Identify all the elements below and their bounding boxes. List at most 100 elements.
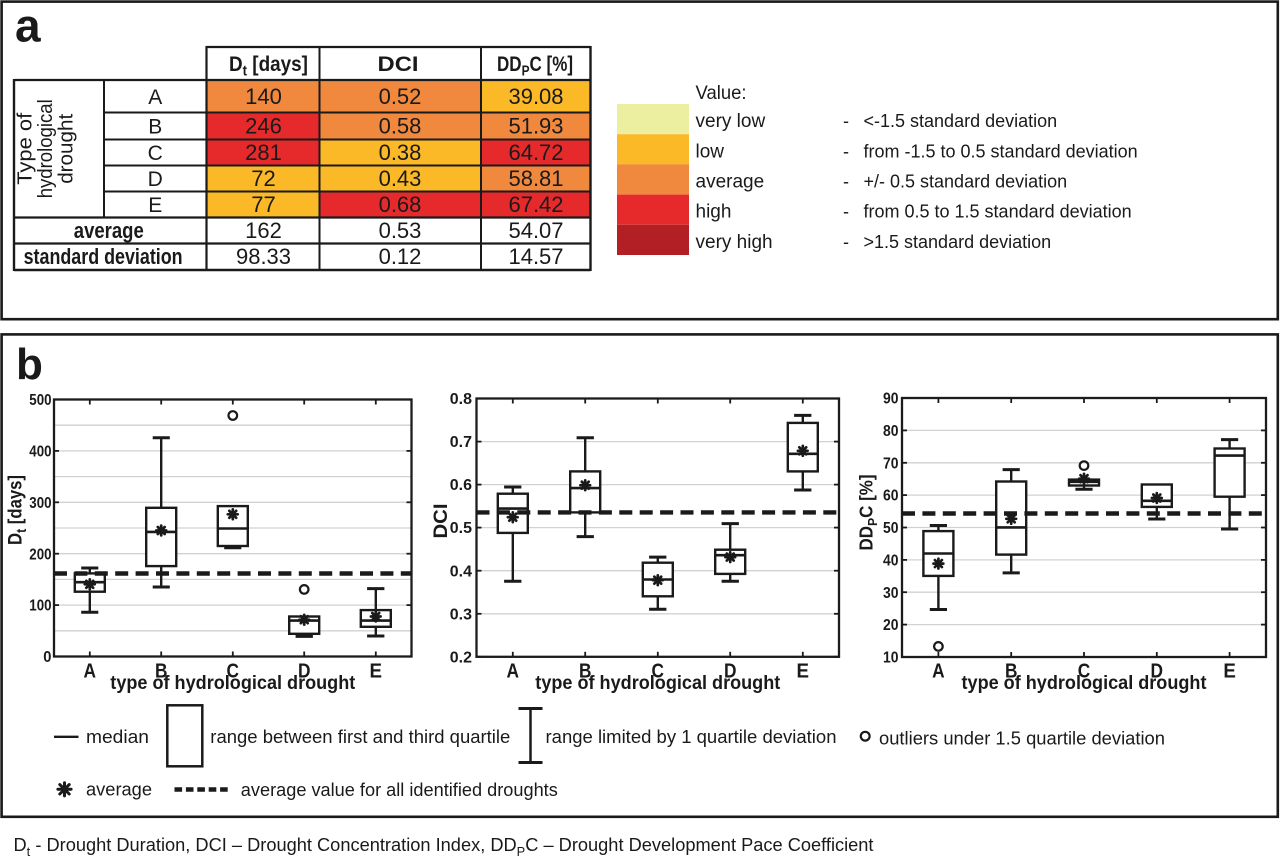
svg-text:64.72: 64.72 [508, 140, 563, 165]
svg-text:90: 90 [883, 391, 899, 408]
svg-text:average value for all identifi: average value for all identified drought… [241, 780, 558, 800]
svg-text:<-1.5 standard deviation: <-1.5 standard deviation [864, 111, 1058, 131]
svg-text:very high: very high [696, 232, 773, 253]
svg-text:median: median [86, 727, 149, 747]
svg-text:b: b [16, 340, 43, 389]
svg-text:range limited by 1 quartile de: range limited by 1 quartile deviation [546, 727, 837, 747]
svg-text:Dt [days]: Dt [days] [229, 52, 308, 80]
svg-text:0.8: 0.8 [450, 391, 473, 408]
svg-text:72: 72 [251, 166, 275, 191]
svg-text:0.43: 0.43 [379, 166, 422, 191]
svg-text:a: a [15, 0, 41, 52]
svg-text:from 0.5 to 1.5 standard devia: from 0.5 to 1.5 standard deviation [864, 202, 1132, 222]
svg-text:300: 300 [29, 495, 51, 512]
svg-text:D: D [1151, 661, 1164, 683]
svg-text:Dt - Drought Duration, DCI – D: Dt - Drought Duration, DCI – Drought Con… [14, 834, 874, 858]
svg-text:E: E [148, 194, 162, 217]
svg-text:C: C [227, 661, 240, 683]
svg-text:0.3: 0.3 [450, 606, 472, 623]
svg-text:B: B [148, 116, 162, 139]
svg-text:type of hydrological drought: type of hydrological drought [535, 673, 781, 694]
svg-text:D: D [148, 168, 163, 191]
svg-text:B: B [1005, 661, 1018, 683]
svg-text:0.12: 0.12 [379, 244, 422, 269]
svg-text:E: E [797, 661, 810, 683]
svg-text:type of hydrological drought: type of hydrological drought [110, 673, 356, 694]
svg-text:C: C [652, 661, 665, 683]
svg-text:C: C [148, 142, 163, 165]
svg-text:200: 200 [29, 546, 51, 563]
svg-text:average: average [86, 780, 152, 800]
svg-text:-: - [843, 111, 849, 131]
svg-text:30: 30 [883, 585, 899, 602]
svg-text:A: A [84, 661, 97, 683]
svg-text:DCI: DCI [378, 52, 419, 76]
svg-text:high: high [696, 202, 732, 223]
svg-text:20: 20 [883, 617, 899, 634]
svg-text:14.57: 14.57 [508, 244, 563, 269]
svg-text:0.38: 0.38 [379, 140, 422, 165]
svg-text:standard deviation: standard deviation [24, 244, 183, 269]
svg-text:39.08: 39.08 [508, 84, 563, 109]
svg-text:50: 50 [883, 520, 899, 537]
svg-text:54.07: 54.07 [508, 218, 563, 243]
svg-text:B: B [579, 661, 592, 683]
svg-text:Type of: Type of [14, 112, 37, 184]
svg-text:10: 10 [883, 650, 899, 667]
svg-text:A: A [148, 86, 162, 109]
svg-text:-: - [843, 141, 849, 161]
svg-text:40: 40 [883, 553, 899, 570]
svg-text:average: average [74, 218, 144, 243]
svg-text:-: - [843, 232, 849, 252]
svg-text:140: 140 [245, 84, 282, 109]
svg-text:0.68: 0.68 [379, 192, 422, 217]
svg-text:B: B [155, 661, 168, 683]
svg-text:type of hydrological drought: type of hydrological drought [962, 673, 1208, 694]
svg-text:77: 77 [251, 192, 275, 217]
svg-text:0: 0 [43, 649, 51, 666]
svg-text:E: E [1223, 661, 1236, 683]
svg-text:0.53: 0.53 [379, 218, 422, 243]
svg-text:80: 80 [883, 423, 899, 440]
svg-text:A: A [932, 661, 945, 683]
svg-text:0.58: 0.58 [379, 114, 422, 139]
svg-text:Dt [days]: Dt [days] [6, 475, 30, 545]
svg-text:0.5: 0.5 [450, 520, 473, 537]
svg-text:>1.5 standard deviation: >1.5 standard deviation [864, 232, 1052, 252]
svg-text:500: 500 [29, 392, 51, 409]
svg-text:98.33: 98.33 [236, 244, 291, 269]
svg-text:70: 70 [883, 455, 899, 472]
svg-text:E: E [370, 661, 383, 683]
svg-text:hydrological: hydrological [34, 99, 57, 198]
svg-text:from -1.5 to 0.5 standard devi: from -1.5 to 0.5 standard deviation [864, 141, 1138, 161]
svg-text:-: - [843, 202, 849, 222]
svg-text:0.52: 0.52 [379, 84, 422, 109]
svg-text:range between first and third: range between first and third quartile [210, 727, 510, 747]
svg-text:average: average [696, 172, 765, 193]
svg-text:DCI: DCI [430, 504, 452, 539]
svg-text:DDPC [%]: DDPC [%] [857, 475, 881, 551]
svg-text:A: A [507, 661, 520, 683]
svg-text:51.93: 51.93 [508, 114, 563, 139]
svg-text:60: 60 [883, 488, 899, 505]
svg-text:drought: drought [55, 113, 78, 183]
svg-text:162: 162 [245, 218, 282, 243]
svg-text:DDPC [%]: DDPC [%] [497, 52, 573, 80]
svg-text:246: 246 [245, 114, 282, 139]
svg-text:100: 100 [29, 598, 51, 615]
svg-text:0.6: 0.6 [450, 477, 472, 494]
svg-text:67.42: 67.42 [508, 192, 563, 217]
svg-text:-: - [843, 172, 849, 192]
svg-text:low: low [696, 141, 725, 162]
svg-text:very low: very low [696, 111, 766, 132]
svg-text:400: 400 [29, 444, 51, 461]
svg-text:0.2: 0.2 [450, 649, 472, 666]
svg-text:Value:: Value: [696, 82, 747, 104]
svg-text:C: C [1078, 661, 1091, 683]
svg-text:D: D [298, 661, 311, 683]
svg-text:0.7: 0.7 [450, 434, 472, 451]
svg-text:outliers under 1.5 quartile de: outliers under 1.5 quartile deviation [879, 729, 1165, 749]
svg-text:+/- 0.5 standard deviation: +/- 0.5 standard deviation [864, 172, 1068, 192]
svg-text:281: 281 [245, 140, 282, 165]
svg-text:D: D [724, 661, 737, 683]
